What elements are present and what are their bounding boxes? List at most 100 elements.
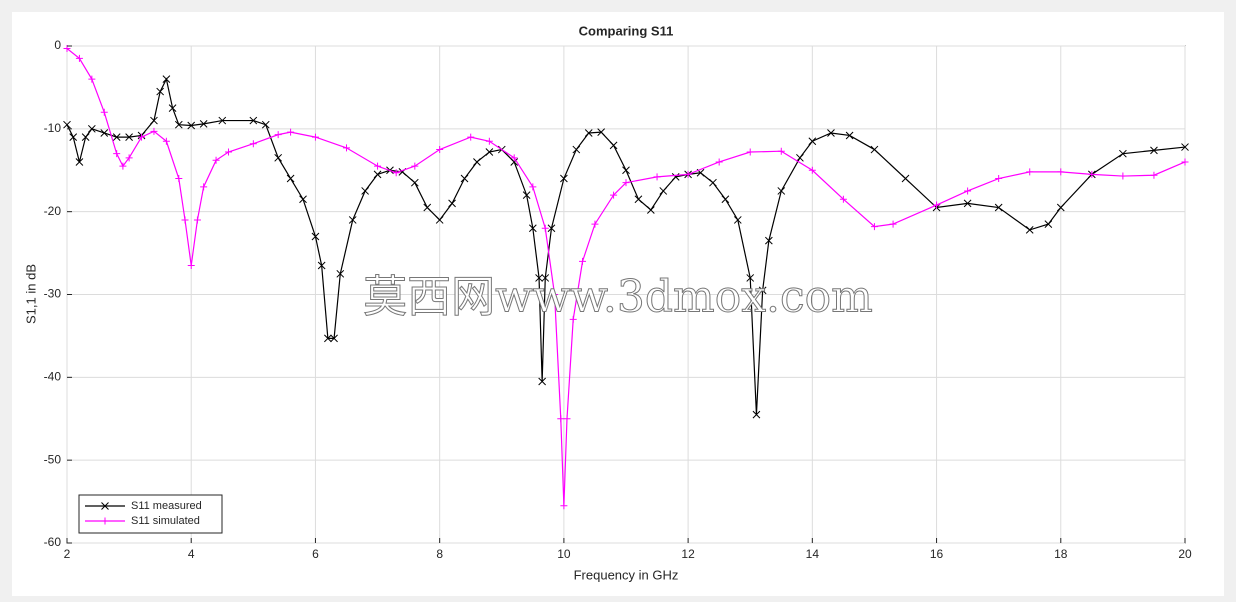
data-marker xyxy=(870,145,879,154)
legend-label: S11 measured xyxy=(131,500,202,512)
data-marker xyxy=(63,120,71,129)
data-marker xyxy=(485,148,494,156)
x-tick-label: 12 xyxy=(681,547,695,561)
data-marker xyxy=(100,129,109,137)
data-marker xyxy=(535,274,543,282)
chart-title: Comparing S11 xyxy=(579,23,674,38)
data-marker xyxy=(287,128,295,136)
grid xyxy=(66,45,1186,544)
data-marker xyxy=(1150,146,1158,155)
data-marker xyxy=(156,87,165,96)
data-marker xyxy=(758,286,767,295)
x-tick-label: 16 xyxy=(930,547,944,561)
data-marker xyxy=(75,54,83,62)
x-tick-label: 10 xyxy=(557,547,571,561)
data-marker xyxy=(522,191,531,199)
data-marker xyxy=(1181,143,1189,151)
data-marker xyxy=(435,216,444,224)
data-marker xyxy=(1150,171,1158,179)
data-marker xyxy=(1044,220,1053,228)
data-marker xyxy=(995,175,1003,183)
data-marker xyxy=(609,141,618,150)
data-marker xyxy=(436,146,444,154)
data-marker xyxy=(88,75,96,83)
series-layer xyxy=(63,44,1189,510)
x-axis-label: Frequency in GHz xyxy=(574,567,679,582)
data-marker xyxy=(199,120,208,128)
data-marker xyxy=(827,129,835,137)
data-marker xyxy=(286,174,295,183)
data-marker xyxy=(1119,172,1127,180)
data-marker xyxy=(964,187,972,195)
data-marker xyxy=(994,203,1003,212)
data-marker xyxy=(125,133,133,141)
data-marker xyxy=(579,257,587,265)
data-marker xyxy=(659,187,668,195)
data-marker xyxy=(808,137,817,146)
data-marker xyxy=(808,166,816,174)
data-marker xyxy=(467,133,475,141)
data-marker xyxy=(646,206,655,214)
data-marker xyxy=(112,133,121,141)
data-marker xyxy=(373,170,382,179)
data-marker xyxy=(410,178,419,187)
data-marker xyxy=(261,120,270,129)
data-marker xyxy=(374,162,382,170)
y-tick-label: -50 xyxy=(44,452,62,466)
data-marker xyxy=(746,274,755,282)
data-marker xyxy=(547,224,556,233)
data-marker xyxy=(324,334,332,343)
data-marker xyxy=(528,224,537,233)
data-marker xyxy=(193,216,201,224)
data-marker xyxy=(746,148,754,156)
data-marker xyxy=(423,203,432,212)
data-marker xyxy=(336,269,345,278)
data-marker xyxy=(721,195,730,204)
y-tick-label: -10 xyxy=(44,121,62,135)
x-tick-label: 4 xyxy=(188,547,195,561)
data-marker xyxy=(69,133,78,141)
data-marker xyxy=(168,104,177,112)
data-marker xyxy=(317,261,326,270)
data-marker xyxy=(610,191,618,199)
data-marker xyxy=(653,173,661,181)
x-tick-label: 18 xyxy=(1054,547,1068,561)
data-marker xyxy=(529,183,537,191)
data-marker xyxy=(622,179,630,187)
data-marker xyxy=(671,173,680,181)
data-marker xyxy=(150,116,158,125)
data-marker xyxy=(113,150,121,158)
data-marker xyxy=(1026,168,1034,176)
data-marker xyxy=(448,199,456,208)
data-marker xyxy=(100,108,108,116)
data-marker xyxy=(510,158,519,166)
legend-marker xyxy=(101,517,109,525)
y-tick-label: 0 xyxy=(54,38,61,52)
data-marker xyxy=(933,201,941,209)
data-marker xyxy=(87,124,96,133)
data-marker xyxy=(572,145,581,154)
data-marker xyxy=(1181,158,1189,166)
data-marker xyxy=(162,137,170,145)
data-marker xyxy=(510,154,518,162)
data-marker xyxy=(460,174,469,183)
data-marker xyxy=(1088,170,1096,178)
legend-box xyxy=(78,494,223,534)
data-marker xyxy=(591,220,599,228)
data-marker xyxy=(541,274,550,282)
data-marker xyxy=(551,291,559,298)
data-marker xyxy=(538,377,547,386)
data-marker xyxy=(622,166,630,175)
data-marker xyxy=(138,133,146,141)
data-marker xyxy=(839,195,847,203)
data-marker xyxy=(274,153,283,162)
legend-marker xyxy=(101,502,109,510)
y-axis-label: S1,1 in dB xyxy=(23,264,38,324)
data-marker xyxy=(597,128,606,137)
data-marker xyxy=(187,262,195,270)
x-tick-label: 2 xyxy=(64,547,71,561)
data-marker xyxy=(634,195,643,204)
y-tick-label: -40 xyxy=(44,370,62,384)
x-tick-label: 8 xyxy=(436,547,443,561)
